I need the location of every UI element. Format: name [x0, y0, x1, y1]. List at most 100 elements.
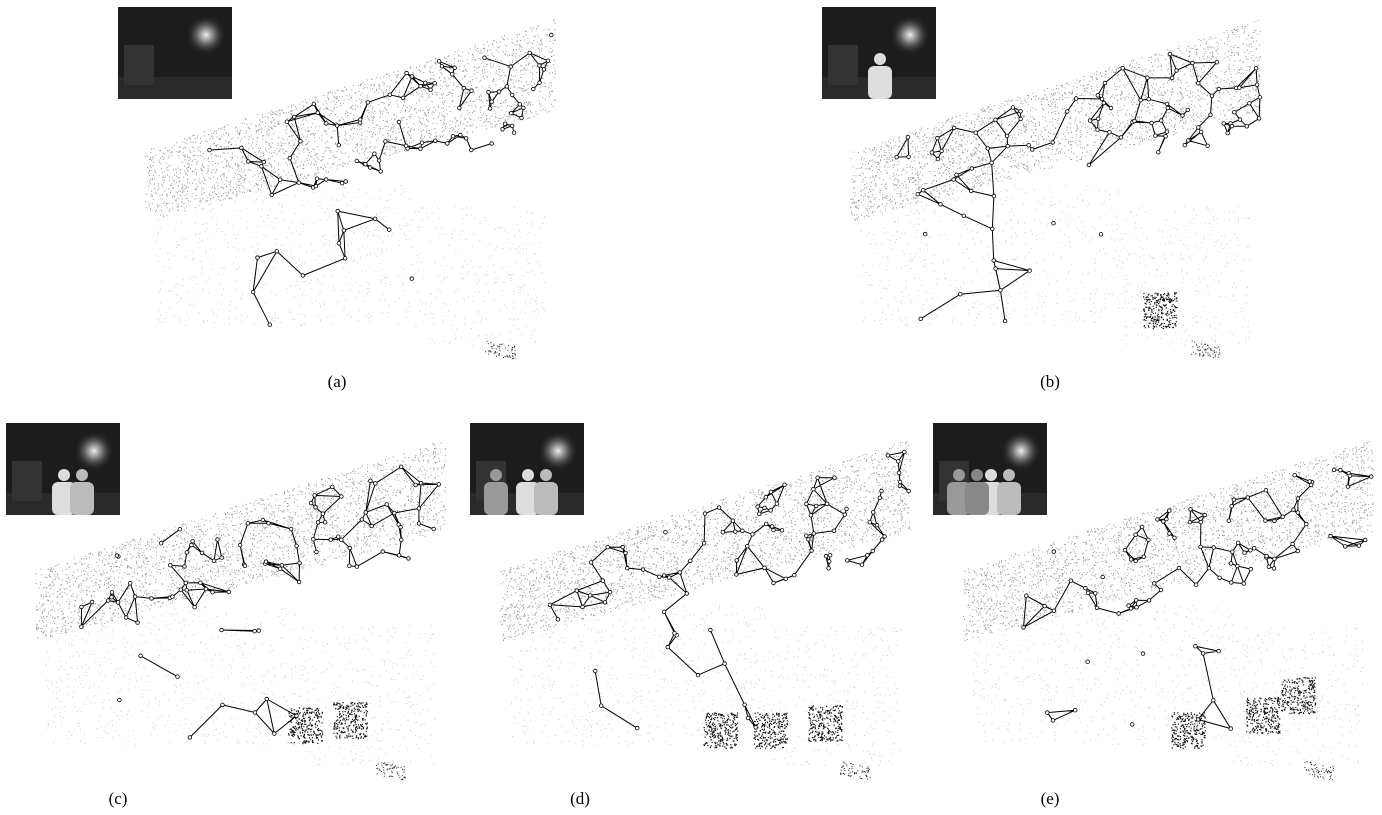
graph-node — [1096, 94, 1100, 98]
graph-node — [866, 554, 870, 558]
graph-node — [437, 483, 441, 487]
graph-node — [550, 33, 554, 37]
graph-node — [1272, 567, 1276, 571]
person-cluster — [288, 707, 323, 744]
graph-node — [962, 214, 966, 218]
graph-node — [772, 528, 776, 532]
graph-node — [429, 88, 433, 92]
graph-node — [1206, 144, 1210, 148]
graph-node — [936, 136, 940, 140]
graph-node — [348, 546, 352, 550]
person-body — [965, 482, 989, 515]
graph-node — [1019, 117, 1023, 121]
person-cluster — [333, 702, 368, 739]
graph-node — [298, 561, 302, 565]
graph-node — [1168, 52, 1172, 56]
graph-node — [599, 704, 603, 708]
graph-node — [940, 149, 944, 153]
graph-node — [994, 118, 998, 122]
graph-node — [414, 483, 418, 487]
graph-node — [1194, 583, 1198, 587]
person-head — [953, 469, 965, 481]
graph-node — [190, 543, 194, 547]
graph-node — [289, 527, 293, 531]
graph-node — [355, 159, 359, 163]
graph-node — [176, 675, 180, 679]
graph-node — [343, 257, 347, 261]
graph-node — [509, 65, 513, 69]
lamp — [186, 15, 226, 55]
graph-edges — [81, 467, 438, 738]
graph-node — [171, 595, 175, 599]
graph-node — [780, 529, 784, 533]
graph-node — [440, 65, 444, 69]
person-head — [985, 469, 997, 481]
graph-node — [916, 192, 920, 196]
graph-node — [1011, 106, 1015, 110]
graph-node — [337, 241, 341, 245]
graph-node — [238, 543, 242, 547]
shelf — [828, 45, 858, 85]
lamp — [538, 431, 578, 471]
panel-label: (c) — [109, 789, 128, 808]
graph-node — [490, 142, 494, 146]
graph-node — [388, 93, 392, 97]
graph-node — [898, 484, 902, 488]
graph-node — [301, 274, 305, 278]
graph-node — [1357, 544, 1361, 548]
graph-node — [769, 490, 773, 494]
graph-node — [1255, 83, 1259, 87]
graph-node — [419, 84, 423, 88]
page: (a) (b) (c) (d) (e) (() => { const data … — [0, 0, 1382, 815]
graph-node — [871, 511, 875, 515]
graph-node — [1222, 122, 1226, 126]
graph-node — [512, 131, 516, 135]
graph-node — [1162, 520, 1166, 524]
graph-node — [955, 173, 959, 177]
graph-node — [805, 502, 809, 506]
graph-node — [1152, 582, 1156, 586]
graph-node — [1028, 269, 1032, 273]
panel-label: (b) — [1040, 372, 1060, 391]
graph-node — [772, 581, 776, 585]
graph-node — [358, 118, 362, 122]
graph-node — [603, 601, 607, 605]
graph-node — [1086, 591, 1090, 595]
graph-node — [518, 103, 522, 107]
graph-node — [528, 51, 532, 55]
graph-node — [1199, 130, 1203, 134]
point-cloud-lower — [973, 605, 1364, 766]
graph-node — [384, 140, 388, 144]
graph-node — [185, 551, 189, 555]
graph-node — [410, 277, 414, 281]
graph-node — [575, 589, 579, 593]
graph-node — [1173, 536, 1177, 540]
graph-node — [757, 512, 761, 516]
graph-node — [1249, 549, 1253, 553]
graph-node — [992, 259, 996, 263]
graph-node — [763, 506, 767, 510]
person-head — [490, 469, 502, 481]
graph-node — [299, 139, 303, 143]
graph-node — [1181, 114, 1185, 118]
graph-node — [1096, 128, 1100, 132]
graph-node — [169, 563, 173, 567]
graph-node — [1074, 97, 1078, 101]
person-head — [522, 469, 534, 481]
graph-node — [184, 581, 188, 585]
floor-cluster — [840, 762, 871, 780]
graph-node — [991, 227, 995, 231]
graph-node — [1246, 496, 1250, 500]
person-cluster — [1143, 292, 1178, 329]
graph-node — [1210, 94, 1214, 98]
graph-node — [1217, 87, 1221, 91]
graph-node — [115, 554, 119, 558]
graph-node — [770, 525, 774, 529]
graph-node — [878, 496, 882, 500]
graph-node — [278, 567, 282, 571]
graph-node — [1156, 518, 1160, 522]
graph-node — [696, 673, 700, 677]
graph-node — [709, 628, 713, 632]
graph-node — [261, 518, 265, 522]
graph-node — [364, 511, 368, 515]
